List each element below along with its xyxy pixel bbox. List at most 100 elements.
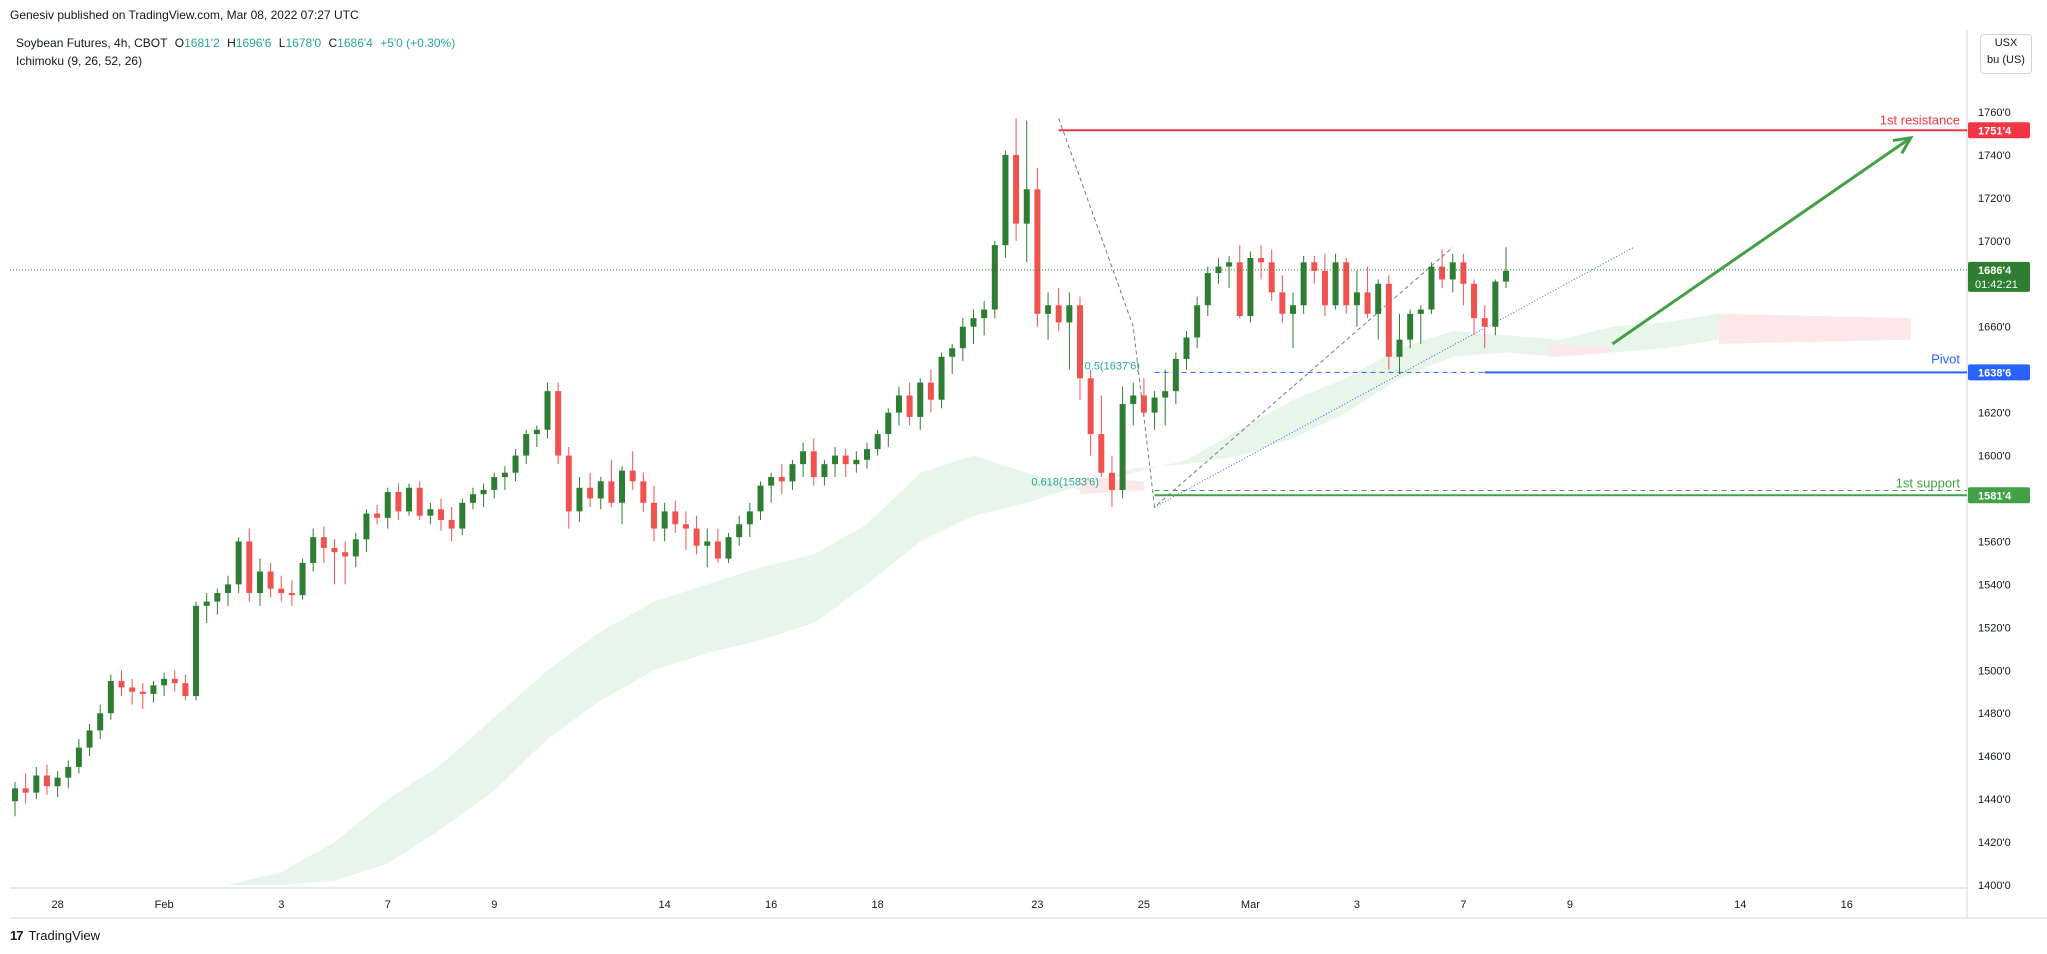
candle[interactable] — [704, 528, 711, 568]
candle[interactable] — [1375, 279, 1382, 340]
candle[interactable] — [1162, 369, 1169, 426]
candle[interactable] — [512, 449, 519, 482]
candle[interactable] — [1098, 395, 1105, 478]
candle[interactable] — [182, 674, 189, 701]
symbol-label[interactable]: Soybean Futures, 4h, CBOT — [16, 36, 168, 50]
candle[interactable] — [1311, 255, 1318, 284]
candle[interactable] — [171, 670, 178, 692]
candle[interactable] — [235, 537, 242, 593]
candle[interactable] — [299, 558, 306, 600]
candle[interactable] — [1449, 253, 1456, 293]
candle[interactable] — [256, 558, 263, 606]
candle[interactable] — [1247, 251, 1254, 323]
candle[interactable] — [1172, 352, 1179, 405]
candle[interactable] — [821, 459, 828, 486]
candle[interactable] — [874, 429, 881, 456]
candle[interactable] — [661, 502, 668, 542]
candle[interactable] — [459, 498, 466, 536]
candle[interactable] — [320, 526, 327, 563]
candle[interactable] — [1268, 249, 1275, 301]
candle[interactable] — [22, 773, 29, 804]
candle[interactable] — [395, 483, 402, 520]
candle[interactable] — [1503, 247, 1509, 289]
candle[interactable] — [895, 386, 902, 426]
candle[interactable] — [1140, 378, 1147, 417]
candle[interactable] — [619, 466, 626, 525]
candle[interactable] — [746, 502, 753, 538]
candle[interactable] — [150, 681, 157, 703]
candle[interactable] — [533, 425, 540, 447]
candle[interactable] — [1343, 258, 1350, 314]
price-unit-selector[interactable]: USX bu (US) — [1980, 34, 2032, 74]
candle[interactable] — [576, 477, 583, 523]
candle[interactable] — [725, 532, 732, 563]
candle[interactable] — [853, 451, 860, 473]
candle[interactable] — [1439, 249, 1446, 289]
candle[interactable] — [1194, 296, 1201, 349]
candle[interactable] — [608, 459, 615, 508]
candle[interactable] — [682, 511, 689, 551]
candle[interactable] — [491, 472, 498, 499]
candle[interactable] — [523, 429, 530, 465]
candle[interactable] — [1471, 279, 1478, 336]
candle[interactable] — [331, 539, 338, 585]
candle[interactable] — [1258, 245, 1265, 280]
candle[interactable] — [214, 588, 221, 615]
candle[interactable] — [65, 760, 72, 789]
candle[interactable] — [129, 678, 136, 705]
candle[interactable] — [1385, 275, 1392, 370]
candle[interactable] — [1417, 305, 1424, 344]
candle[interactable] — [75, 738, 82, 774]
candle[interactable] — [1183, 331, 1190, 370]
candle[interactable] — [714, 528, 721, 563]
candle[interactable] — [864, 442, 870, 469]
candle[interactable] — [1119, 386, 1126, 499]
candle[interactable] — [1428, 262, 1435, 314]
candle[interactable] — [480, 483, 487, 508]
candle[interactable] — [672, 500, 679, 533]
candle[interactable] — [161, 672, 168, 697]
candle[interactable] — [1279, 275, 1286, 323]
candle[interactable] — [555, 382, 562, 465]
candle[interactable] — [736, 515, 743, 546]
candle[interactable] — [33, 766, 40, 800]
candle[interactable] — [768, 472, 775, 503]
candle[interactable] — [448, 507, 455, 542]
candle[interactable] — [97, 704, 104, 739]
candle[interactable] — [1300, 255, 1307, 314]
candle[interactable] — [1066, 292, 1073, 370]
candle[interactable] — [906, 382, 913, 426]
candle[interactable] — [757, 481, 764, 520]
candle[interactable] — [917, 378, 924, 430]
candle[interactable] — [991, 240, 998, 319]
candle[interactable] — [427, 502, 434, 525]
indicator-label[interactable]: Ichimoku (9, 26, 52, 26) — [16, 54, 143, 68]
candle[interactable] — [640, 472, 647, 512]
candle[interactable] — [565, 446, 572, 529]
candle[interactable] — [1407, 309, 1414, 349]
candle[interactable] — [1108, 455, 1115, 508]
candle[interactable] — [885, 408, 892, 447]
candle[interactable] — [438, 498, 444, 531]
candle[interactable] — [1151, 391, 1158, 430]
candle[interactable] — [374, 504, 381, 525]
candle[interactable] — [1396, 313, 1403, 374]
candle[interactable] — [1226, 255, 1233, 289]
candle[interactable] — [1055, 288, 1062, 332]
candle[interactable] — [959, 318, 966, 362]
candle[interactable] — [43, 764, 50, 795]
candle[interactable] — [193, 601, 200, 701]
candle[interactable] — [938, 352, 945, 409]
time-axis[interactable]: 28 Feb 3 7 9 14 16 18 23 25 Mar 3 7 9 14 16 — [51, 899, 1852, 911]
candle[interactable] — [810, 438, 817, 486]
candle[interactable] — [363, 509, 370, 553]
candle[interactable] — [1013, 118, 1020, 241]
candle[interactable] — [107, 674, 114, 720]
candle[interactable] — [651, 485, 657, 542]
candle[interactable] — [54, 771, 61, 797]
candle[interactable] — [587, 472, 594, 508]
candle[interactable] — [1130, 382, 1137, 426]
candle[interactable] — [970, 309, 977, 344]
candle[interactable] — [1087, 369, 1094, 456]
